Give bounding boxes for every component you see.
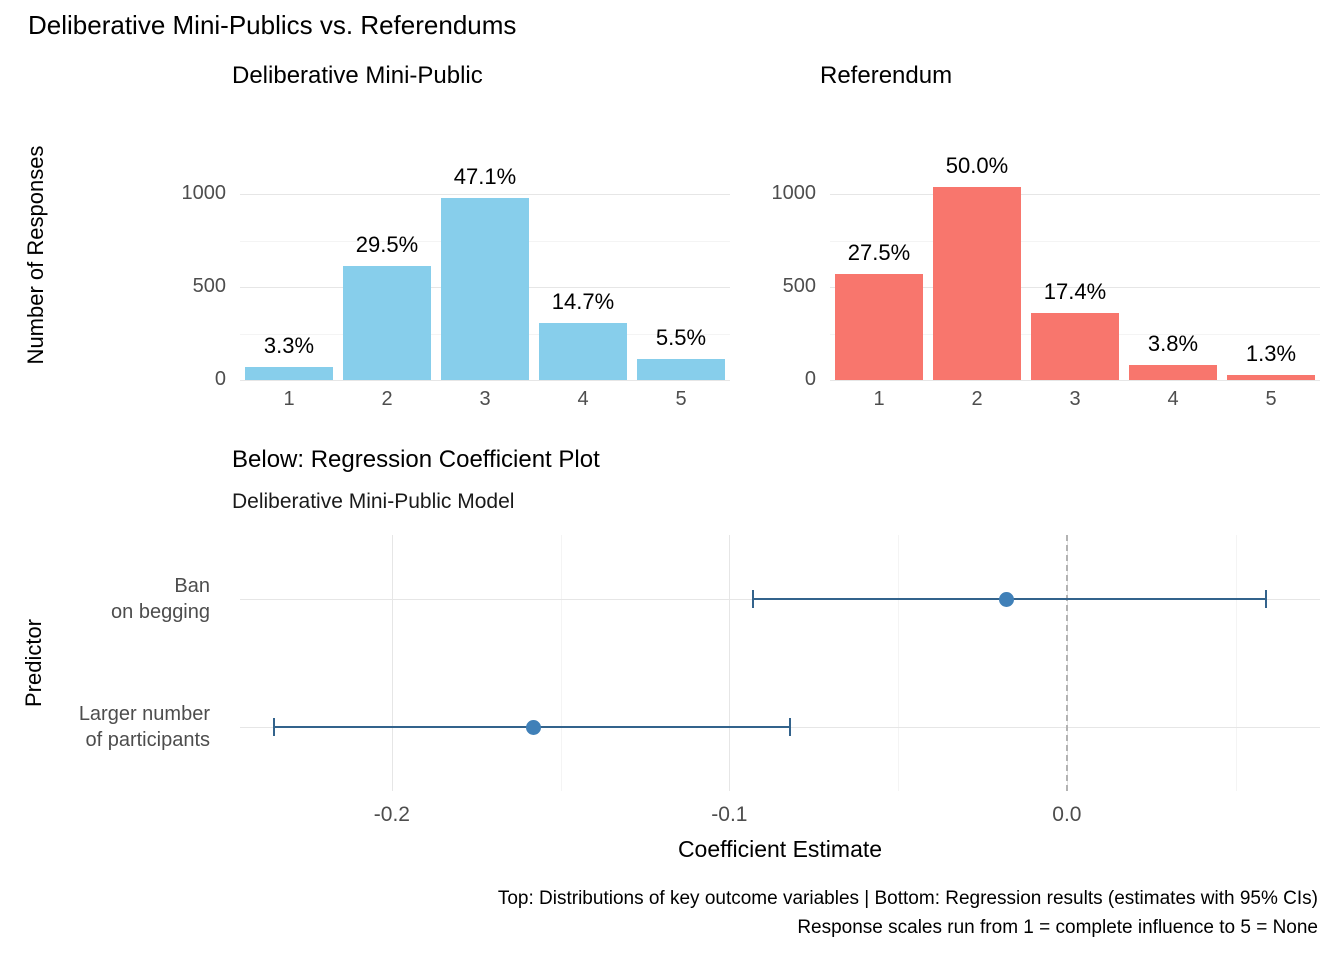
predictor-label: Ban on begging xyxy=(0,573,210,625)
bar-percent-label: 27.5% xyxy=(847,239,911,265)
y-gridline xyxy=(830,287,1320,289)
x-gridline-minor xyxy=(898,535,900,791)
x-category-label: 4 xyxy=(577,388,589,410)
x-tick-label: 0.0 xyxy=(1052,803,1082,826)
bar-percent-label: 5.5% xyxy=(655,324,707,350)
bar-percent-label: 1.3% xyxy=(1245,341,1297,366)
estimate-point xyxy=(526,719,542,735)
bar-percent-label: 17.4% xyxy=(1043,278,1107,304)
y-tick-label: 500 xyxy=(782,275,816,298)
coef-x-axis-label: Coefficient Estimate xyxy=(677,836,883,862)
y-tick-label: 1000 xyxy=(181,182,227,205)
coefficient-plot: -0.2 -0.1 0.0 Ban on begging Larger number of … xyxy=(79,535,1320,826)
x-gridline xyxy=(729,535,731,791)
x-gridline-minor xyxy=(560,535,562,791)
zero-reference-line xyxy=(1065,535,1068,791)
predictor-label-line: Ban xyxy=(174,575,210,597)
bar xyxy=(244,367,334,380)
bar xyxy=(834,273,924,380)
bar xyxy=(342,266,432,380)
x-category-label: 3 xyxy=(1069,388,1081,410)
figure-title: Deliberative Mini-Publics vs. Referendum… xyxy=(28,10,517,40)
predictor-label-line: of participants xyxy=(85,729,210,751)
bar xyxy=(932,186,1022,380)
section-heading: Below: Regression Coefficient Plot xyxy=(232,446,600,473)
bar-percent-label: 14.7% xyxy=(551,289,615,315)
y-gridline xyxy=(240,380,730,381)
mini-public-bar-chart: 0 500 1000 3.3% 1 29.5% 2 47.1% 3 14.7% 4 5.5% 5 xyxy=(182,148,730,410)
error-bar-cap-left xyxy=(752,590,754,608)
bar-percent-label: 29.5% xyxy=(355,232,419,258)
x-category-label: 2 xyxy=(381,388,393,410)
x-category-label: 3 xyxy=(479,388,491,410)
bar xyxy=(1226,375,1316,380)
predictor-label: Larger number of participants xyxy=(0,701,210,753)
bar xyxy=(636,358,726,380)
x-category-label: 1 xyxy=(873,388,885,410)
x-category-label: 2 xyxy=(971,388,983,410)
x-category-label: 1 xyxy=(283,388,295,410)
y-gridline-minor xyxy=(830,240,1320,242)
x-gridline xyxy=(391,535,393,791)
referendum-chart-title: Referendum xyxy=(820,62,953,89)
bar xyxy=(1030,312,1120,380)
error-bar-cap-left xyxy=(272,718,275,736)
x-category-label: 5 xyxy=(1265,388,1277,410)
y-tick-label: 500 xyxy=(192,275,226,298)
x-category-label: 5 xyxy=(675,388,687,410)
predictor-label-line: on begging xyxy=(111,601,210,623)
bar xyxy=(440,198,530,380)
caption-line-2: Response scales run from 1 = complete in… xyxy=(797,917,1318,938)
bar-percent-label: 3.8% xyxy=(1147,331,1199,357)
bar-percent-label: 3.3% xyxy=(263,333,315,359)
caption-line-1: Top: Distributions of key outcome variab… xyxy=(497,888,1318,909)
y-gridline xyxy=(830,194,1320,196)
x-tick-label: -0.2 xyxy=(373,803,410,826)
coef-plot-title: Deliberative Mini-Public Model xyxy=(232,490,515,513)
top-y-axis-label: Number of Responses xyxy=(23,145,48,365)
predictor-label-line: Larger number xyxy=(78,703,210,725)
y-tick-label: 0 xyxy=(214,368,226,390)
error-bar-cap-right xyxy=(789,718,792,736)
estimate-point xyxy=(998,591,1014,607)
y-tick-label: 0 xyxy=(804,368,816,390)
referendum-bar-chart: 0 500 1000 27.5% 1 50.0% 2 17.4% 3 3.8% 4 1.3% 5 xyxy=(772,148,1320,410)
error-bar-cap-right xyxy=(1265,590,1267,608)
y-gridline xyxy=(240,194,730,196)
bar xyxy=(538,323,628,380)
bar-percent-label: 50.0% xyxy=(945,152,1009,178)
y-tick-label: 1000 xyxy=(771,182,817,205)
bar xyxy=(1128,365,1218,380)
x-tick-label: -0.1 xyxy=(711,803,748,826)
coef-y-axis-label: Predictor xyxy=(21,618,46,708)
bar-percent-label: 47.1% xyxy=(453,164,517,190)
y-gridline xyxy=(830,380,1320,381)
x-category-label: 4 xyxy=(1167,388,1179,410)
mini-public-chart-title: Deliberative Mini-Public xyxy=(232,62,483,89)
x-gridline-minor xyxy=(1235,535,1237,791)
